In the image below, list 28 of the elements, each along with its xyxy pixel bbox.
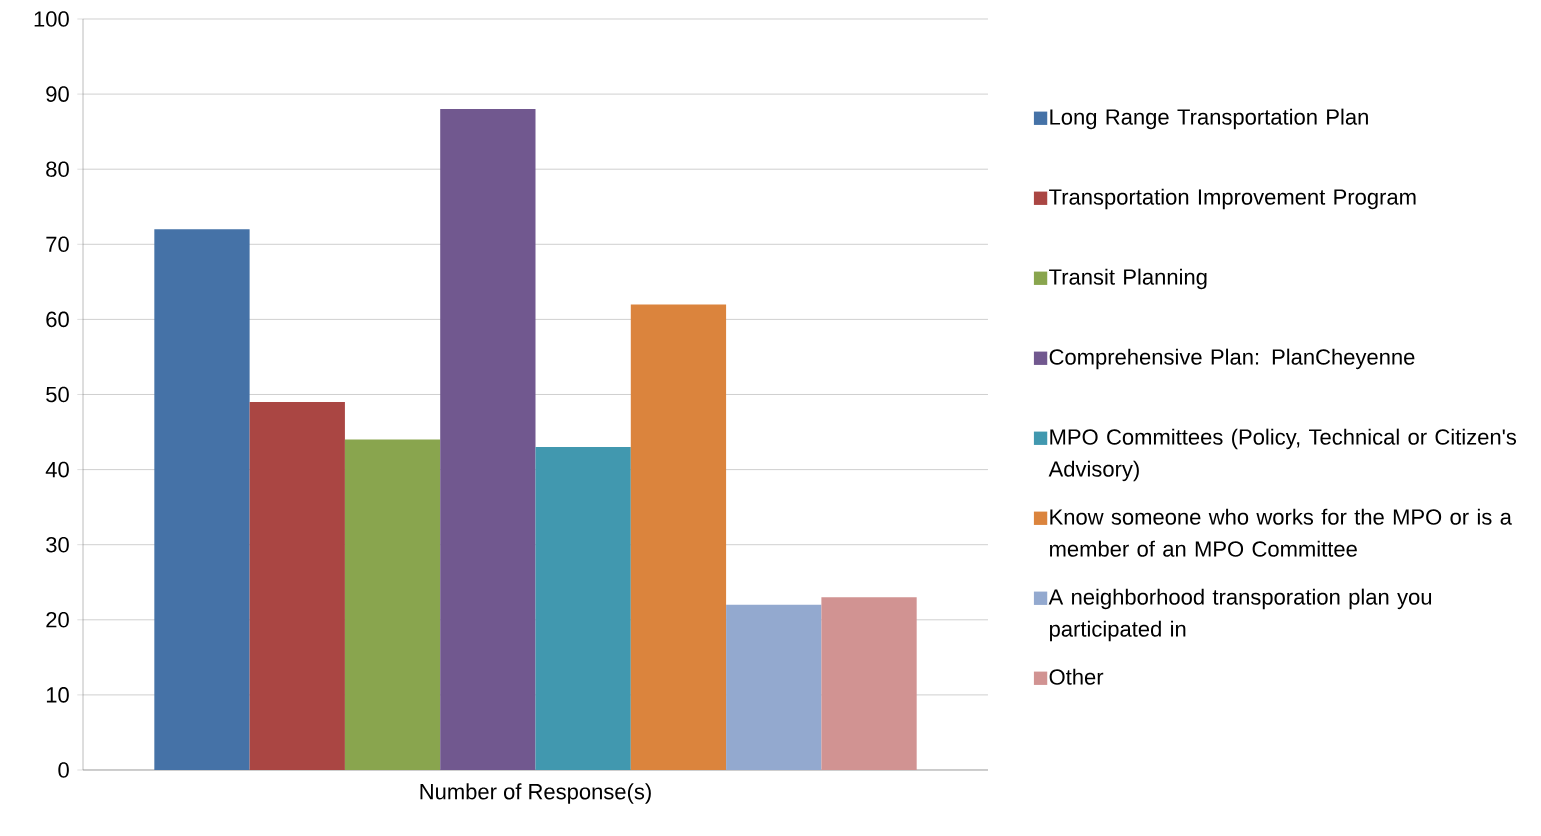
y-tick-label: 100 [34,11,69,27]
y-tick-label: 10 [46,687,69,703]
y-tick-label: 20 [46,612,69,628]
y-tick-label: 40 [45,461,69,478]
bar [535,447,631,770]
y-tick-label: 60 [46,311,69,328]
y-tick-label: 0 [58,762,69,778]
bar [249,402,345,770]
legend-label: Transportation Improvement Program [1049,188,1416,210]
legend-label: MPO Committees (Policy, Technical or Citizen's Advisory) [1048,428,1517,482]
legend-label: Long Range Transportation Plan [1050,108,1368,130]
x-tick-label: Number of Response(s) [420,783,651,804]
legend-label: Transit Planning [1049,268,1207,290]
y-tick-label: 70 [46,236,69,253]
legend-label: Know someone who works for the MPO or is a member of an MPO Committee [1050,508,1512,557]
legend-label: Other [1049,668,1104,685]
bar [726,604,822,770]
bar [440,109,536,770]
y-tick-label: 80 [46,161,69,177]
legend-label: A neighborhood transporation plan you participated in [1048,588,1432,642]
legend-label: Comprehensive Plan: PlanCheyenne [1049,348,1415,370]
bar [154,229,250,770]
bar [344,439,441,770]
y-tick-label: 30 [46,536,69,553]
y-tick-label: 90 [46,86,69,102]
bar [630,304,727,770]
bar [821,597,917,770]
y-tick-label: 50 [46,386,69,403]
